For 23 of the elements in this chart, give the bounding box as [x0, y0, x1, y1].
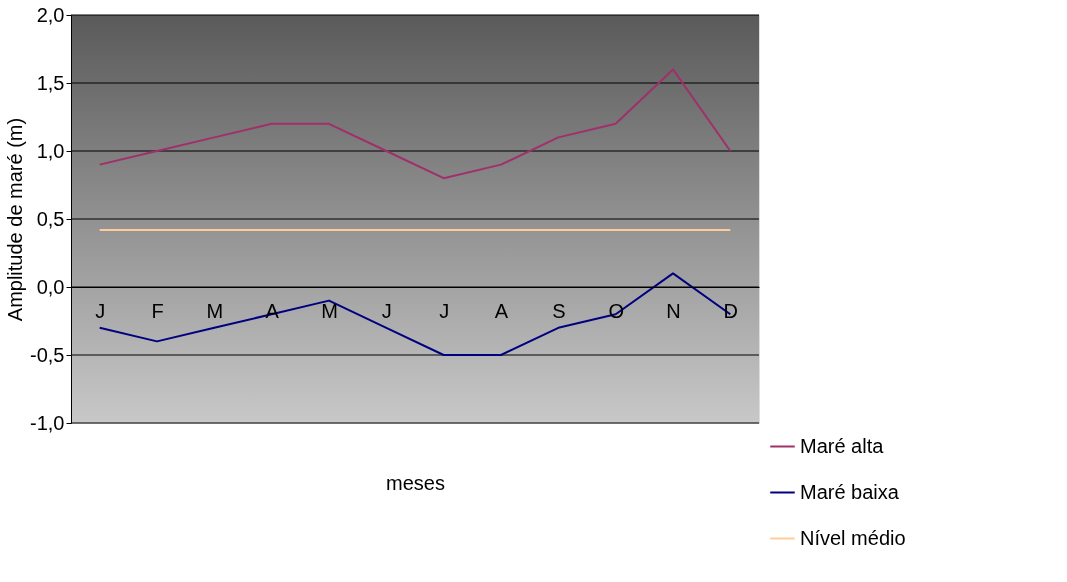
x-tick-label: S	[552, 299, 566, 322]
y-tick-label: -1,0	[30, 411, 65, 434]
y-tick-label: 2,0	[36, 3, 65, 26]
x-tick-label: M	[206, 299, 224, 322]
y-tick-label: -0,5	[30, 343, 65, 366]
y-tick-label: 0,5	[36, 207, 65, 230]
legend-label: Maré baixa	[800, 480, 900, 503]
x-tick-label: A	[494, 299, 509, 322]
x-tick-label: D	[723, 299, 739, 322]
y-tick-label: 1,5	[36, 71, 65, 94]
y-axis-title: Amplitude de maré (m)	[4, 117, 27, 322]
x-tick-label: J	[439, 299, 450, 322]
y-tick-label: 1,0	[36, 139, 65, 162]
x-tick-label: N	[666, 299, 681, 322]
legend-label: Maré alta	[800, 434, 885, 457]
x-tick-label: J	[381, 299, 392, 322]
y-tick-label: 0,0	[36, 275, 65, 298]
x-tick-label: J	[95, 299, 106, 322]
x-tick-label: M	[321, 299, 338, 322]
x-axis-title: meses	[386, 471, 445, 494]
legend-label: Nível médio	[800, 526, 906, 549]
x-tick-label: F	[151, 299, 164, 322]
line-series	[98, 68, 732, 180]
